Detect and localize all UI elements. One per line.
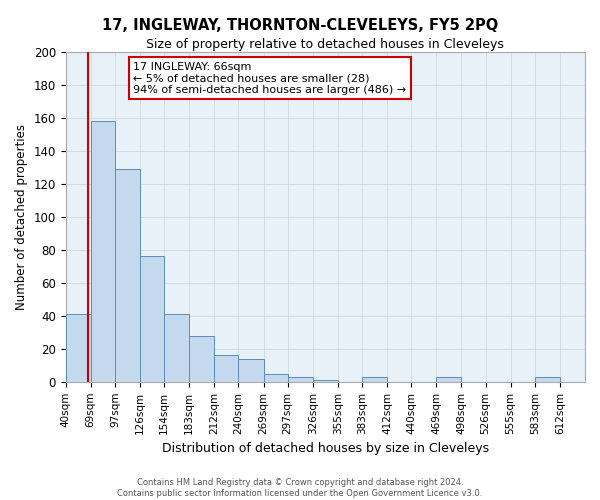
Bar	[164, 314, 189, 382]
Bar	[115, 169, 140, 382]
Bar	[362, 377, 387, 382]
Bar	[65, 314, 91, 382]
Bar	[288, 377, 313, 382]
Title: Size of property relative to detached houses in Cleveleys: Size of property relative to detached ho…	[146, 38, 504, 51]
Text: 17 INGLEWAY: 66sqm
← 5% of detached houses are smaller (28)
94% of semi-detached: 17 INGLEWAY: 66sqm ← 5% of detached hous…	[133, 62, 406, 95]
Bar	[140, 256, 164, 382]
Bar	[189, 336, 214, 382]
Bar	[535, 377, 560, 382]
Bar	[263, 374, 288, 382]
Bar	[91, 121, 115, 382]
Bar	[313, 380, 338, 382]
X-axis label: Distribution of detached houses by size in Cleveleys: Distribution of detached houses by size …	[162, 442, 489, 455]
Bar	[436, 377, 461, 382]
Bar	[238, 358, 263, 382]
Text: 17, INGLEWAY, THORNTON-CLEVELEYS, FY5 2PQ: 17, INGLEWAY, THORNTON-CLEVELEYS, FY5 2P…	[102, 18, 498, 32]
Text: Contains HM Land Registry data © Crown copyright and database right 2024.
Contai: Contains HM Land Registry data © Crown c…	[118, 478, 482, 498]
Y-axis label: Number of detached properties: Number of detached properties	[15, 124, 28, 310]
Bar	[214, 356, 238, 382]
